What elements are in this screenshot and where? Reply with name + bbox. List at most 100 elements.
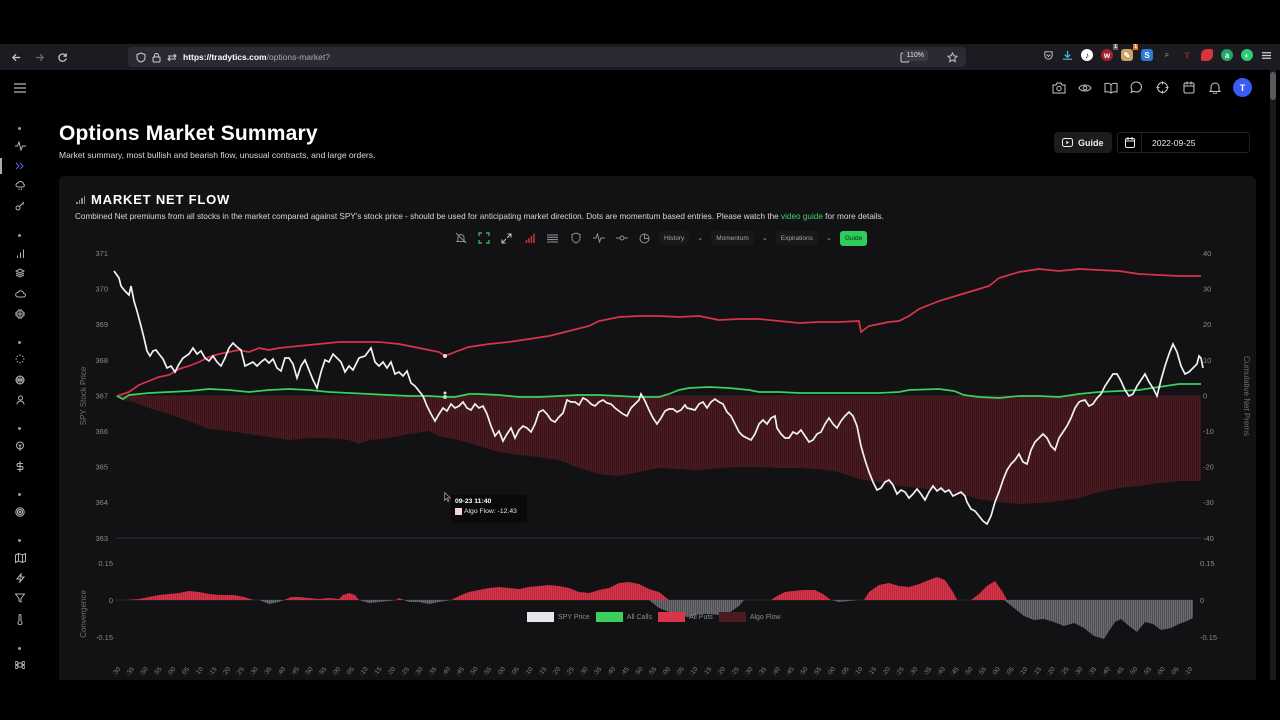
svg-text:0.15: 0.15 (1200, 559, 1215, 568)
x-tick-label: :25 (565, 666, 576, 678)
sidebar-item-cloud[interactable] (11, 286, 29, 302)
sidebar-item-basketball[interactable] (11, 372, 29, 388)
page-scrollbar[interactable] (1270, 70, 1276, 680)
shield-button[interactable] (567, 230, 584, 246)
page-guide-button[interactable]: Guide (1054, 132, 1112, 153)
right-y-axis-title: Cumulative Net Prems (1242, 356, 1251, 436)
sidebar-item-activity[interactable] (11, 138, 29, 154)
sidebar-divider-dot (18, 127, 21, 130)
left-y-axis: 371 370 369 368 367 366 365 364 363 (95, 249, 108, 543)
pulse-button[interactable] (590, 230, 607, 246)
x-tick-label: :05 (675, 666, 686, 678)
sidebar-item-weather[interactable] (11, 178, 29, 194)
double-chevron-icon (15, 162, 24, 170)
x-tick-label: :45 (620, 666, 631, 678)
date-picker[interactable]: 2022-09-25 (1117, 132, 1250, 153)
x-tick-label: :20 (221, 666, 232, 678)
puts-momentum-dot[interactable] (443, 354, 447, 358)
bar-chart-toggle-button[interactable] (521, 230, 538, 246)
sidebar-item-key[interactable] (11, 198, 29, 214)
sidebar-item-tree[interactable] (11, 438, 29, 454)
chart-guide-button[interactable]: Guide (839, 230, 868, 246)
app-menu-icon[interactable] (1261, 50, 1272, 61)
legend-all-puts[interactable]: All Puts (658, 612, 713, 622)
video-guide-link[interactable]: video guide (781, 212, 823, 221)
crosshair-button[interactable] (1155, 80, 1170, 95)
left-y-axis-title: SPY Stock Price (79, 366, 88, 425)
x-tick-label: :15 (372, 666, 383, 678)
tree-icon (16, 441, 24, 451)
reload-button[interactable] (52, 47, 72, 67)
cpu-icon (15, 309, 25, 319)
sidebar-item-filter[interactable] (11, 590, 29, 606)
hamburger-menu-button[interactable] (11, 80, 29, 96)
sidebar-item-layers[interactable] (11, 265, 29, 281)
forward-button[interactable] (29, 47, 49, 67)
download-icon[interactable] (1062, 50, 1073, 61)
sidebar-item-user[interactable] (11, 392, 29, 408)
sidebar-item-target[interactable] (11, 504, 29, 520)
sidebar-item-bolt[interactable] (11, 570, 29, 586)
momentum-select[interactable]: Momentum (711, 231, 754, 245)
extension-music-icon[interactable]: ♪ (1081, 49, 1093, 61)
extension-link-icon[interactable] (1201, 49, 1213, 61)
legend-spy-price[interactable]: SPY Price (527, 612, 590, 622)
watchlist-button[interactable] (1077, 80, 1092, 95)
notifications-button[interactable] (1207, 80, 1222, 95)
pie-chart-button[interactable] (636, 230, 653, 246)
x-tick-label: :15 (537, 666, 548, 678)
table-view-button[interactable] (544, 230, 561, 246)
price-momentum-dot[interactable] (443, 391, 447, 395)
expirations-chevron-down-icon[interactable]: ⌄ (825, 235, 832, 242)
x-tick-label: :35 (592, 666, 603, 678)
sidebar-item-options-flow[interactable] (11, 158, 29, 174)
screenshot-button[interactable] (1051, 80, 1066, 95)
sidebar-item-dollar[interactable] (11, 458, 29, 474)
calendar-button[interactable] (1181, 80, 1196, 95)
sidebar-item-cpu[interactable] (11, 306, 29, 322)
momentum-chevron-down-icon[interactable]: ⌄ (761, 235, 768, 242)
expand-icon (501, 233, 512, 243)
fit-screen-button[interactable] (475, 230, 492, 246)
extension-search-icon[interactable]: ⌕ (1164, 50, 1170, 59)
sidebar-item-sun[interactable] (11, 351, 29, 367)
lock-icon (152, 52, 161, 62)
user-avatar[interactable]: T (1233, 78, 1252, 97)
sidebar-item-command[interactable] (11, 657, 29, 673)
alerts-off-button[interactable] (452, 230, 469, 246)
sidebar-item-map[interactable] (11, 550, 29, 566)
learn-button[interactable] (1103, 80, 1118, 95)
legend-all-calls[interactable]: All Calls (595, 612, 652, 622)
x-tick-label: :20 (716, 666, 727, 678)
x-tick-label: :45 (785, 666, 796, 678)
extension-t-icon[interactable]: T (1184, 50, 1190, 60)
commit-button[interactable] (613, 230, 630, 246)
x-tick-label: :40 (936, 666, 947, 678)
sidebar-item-thermometer[interactable] (11, 611, 29, 627)
pocket-icon[interactable] (1043, 50, 1054, 61)
zoom-level-badge[interactable]: 110% (902, 50, 928, 61)
extension-s-icon[interactable]: S (1141, 49, 1153, 61)
extension-circle-icon[interactable]: ◐ (1241, 49, 1253, 61)
expirations-select[interactable]: Expirations (775, 231, 818, 245)
bookmark-star-icon[interactable] (947, 51, 958, 63)
date-value: 2022-09-25 (1152, 137, 1196, 148)
fullscreen-button[interactable] (498, 230, 515, 246)
market-net-flow-chart[interactable]: 371 370 369 368 367 366 365 364 363 SPY … (59, 176, 1256, 680)
back-button[interactable] (6, 47, 26, 67)
calls-momentum-dot[interactable] (443, 395, 447, 399)
history-chevron-down-icon[interactable]: ⌄ (697, 235, 704, 242)
tooltip-time: 09-23 11:40 (455, 498, 492, 505)
scrollbar-thumb[interactable] (1270, 72, 1276, 100)
history-select[interactable]: History (659, 231, 690, 245)
calendar-icon-container (1118, 133, 1142, 152)
legend-algo-flow[interactable]: Algo Flow (718, 612, 781, 622)
extension-a-icon[interactable]: a (1221, 49, 1233, 61)
chat-button[interactable] (1129, 80, 1144, 95)
sidebar-item-bar-chart[interactable] (11, 245, 29, 261)
url-bar[interactable]: https://tradytics.com/options-market? 11… (128, 47, 966, 67)
dollar-icon (16, 460, 24, 472)
svg-text:368: 368 (95, 356, 108, 365)
extension-notes-icon[interactable]: ✎ 1 (1121, 44, 1138, 61)
